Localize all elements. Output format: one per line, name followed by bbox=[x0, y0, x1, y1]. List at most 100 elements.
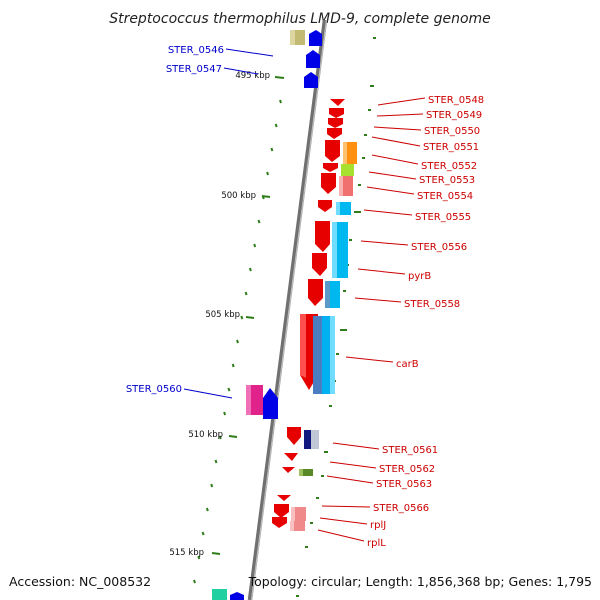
tick-510-kbp: 510 kbp bbox=[188, 430, 238, 440]
gene-carB[interactable] bbox=[300, 314, 335, 394]
label-STER_0553[interactable]: STER_0553 bbox=[368, 171, 475, 186]
label-STER_0552[interactable]: STER_0552 bbox=[371, 154, 477, 172]
label-STER_0549[interactable]: STER_0549 bbox=[376, 110, 482, 121]
svg-text:STER_0558: STER_0558 bbox=[404, 299, 460, 310]
ruler-dash bbox=[227, 387, 231, 392]
label-STER_0551[interactable]: STER_0551 bbox=[371, 136, 479, 153]
label-rplL[interactable]: rplL bbox=[317, 529, 386, 549]
genome-backbone bbox=[247, 19, 328, 600]
svg-text:pyrB: pyrB bbox=[408, 271, 431, 282]
gene-STER_0554[interactable] bbox=[321, 173, 353, 196]
gene-STER_0553[interactable] bbox=[323, 163, 354, 176]
svg-text:STER_0562: STER_0562 bbox=[379, 464, 435, 475]
svg-text:STER_0550: STER_0550 bbox=[424, 126, 480, 137]
tick-515-kbp: 515 kbp bbox=[169, 548, 221, 558]
label-STER_0550[interactable]: STER_0550 bbox=[373, 126, 480, 137]
gene-pyrB[interactable] bbox=[312, 253, 327, 276]
gene-STER_0550[interactable] bbox=[328, 118, 343, 128]
svg-text:STER_0547: STER_0547 bbox=[166, 64, 222, 75]
ruler-dash bbox=[201, 531, 205, 536]
svg-text:rplJ: rplJ bbox=[370, 520, 386, 531]
label-STER_0547[interactable]: STER_0547 bbox=[166, 64, 259, 75]
tick-505-kbp: 505 kbp bbox=[205, 310, 255, 320]
label-STER_0566[interactable]: STER_0566 bbox=[321, 503, 429, 514]
gene-rplL[interactable] bbox=[272, 517, 305, 531]
gene-STER_0547[interactable] bbox=[304, 50, 320, 88]
ruler-dash bbox=[274, 123, 278, 128]
svg-text:505 kbp: 505 kbp bbox=[205, 310, 240, 320]
label-STER_0555[interactable]: STER_0555 bbox=[363, 209, 471, 223]
ruler-dash bbox=[214, 459, 218, 464]
ruler-dash bbox=[240, 315, 244, 320]
gene-STER_0555[interactable] bbox=[318, 200, 351, 215]
ruler-dash bbox=[257, 219, 261, 224]
svg-text:500 kbp: 500 kbp bbox=[221, 191, 256, 201]
ruler-dash bbox=[248, 267, 252, 272]
gene-STER_0546[interactable] bbox=[290, 30, 322, 46]
svg-text:STER_0566: STER_0566 bbox=[373, 503, 429, 514]
label-STER_0548[interactable]: STER_0548 bbox=[377, 95, 484, 106]
label-rplJ[interactable]: rplJ bbox=[319, 517, 386, 531]
gene-rplJ[interactable] bbox=[274, 504, 306, 521]
ruler-dash bbox=[236, 339, 239, 344]
gene-STER_0556[interactable] bbox=[315, 221, 348, 278]
tick-495-kbp: 495 kbp bbox=[235, 71, 285, 81]
svg-text:STER_0563: STER_0563 bbox=[376, 479, 432, 490]
gene-STER_0566[interactable] bbox=[277, 495, 291, 501]
svg-text:STER_0546: STER_0546 bbox=[168, 45, 224, 56]
ruler-dash-arc bbox=[193, 99, 282, 584]
gene-bottom-left[interactable] bbox=[212, 589, 244, 600]
ruler-dash bbox=[244, 291, 248, 296]
svg-text:STER_0555: STER_0555 bbox=[415, 212, 471, 223]
label-carB[interactable]: carB bbox=[345, 356, 419, 370]
label-STER_0561[interactable]: STER_0561 bbox=[332, 442, 438, 456]
svg-text:510 kbp: 510 kbp bbox=[188, 430, 223, 440]
ruler-dash bbox=[193, 579, 196, 584]
gene-STER_0562[interactable] bbox=[284, 453, 298, 461]
gene-STER_0558[interactable] bbox=[308, 279, 340, 308]
ruler-dash bbox=[197, 555, 201, 560]
label-STER_0556[interactable]: STER_0556 bbox=[360, 240, 467, 253]
ruler-dash bbox=[279, 99, 282, 104]
label-STER_0560[interactable]: STER_0560 bbox=[126, 384, 233, 399]
label-STER_0546[interactable]: STER_0546 bbox=[168, 45, 274, 57]
svg-text:STER_0551: STER_0551 bbox=[423, 142, 479, 153]
svg-text:STER_0553: STER_0553 bbox=[419, 175, 475, 186]
label-STER_0563[interactable]: STER_0563 bbox=[326, 475, 432, 490]
gene-STER_0563[interactable] bbox=[282, 467, 313, 476]
svg-text:STER_0561: STER_0561 bbox=[382, 445, 438, 456]
svg-text:rplL: rplL bbox=[367, 538, 386, 549]
gene-STER_0552[interactable] bbox=[325, 140, 357, 164]
label-pyrB[interactable]: pyrB bbox=[357, 268, 431, 282]
svg-text:515 kbp: 515 kbp bbox=[169, 548, 204, 558]
ruler-dash bbox=[266, 171, 270, 176]
svg-text:STER_0552: STER_0552 bbox=[421, 161, 477, 172]
accession-text: Accession: NC_008532 bbox=[9, 574, 151, 589]
tick-500-kbp: 500 kbp bbox=[221, 191, 271, 201]
svg-text:STER_0549: STER_0549 bbox=[426, 110, 482, 121]
svg-text:STER_0556: STER_0556 bbox=[411, 242, 467, 253]
label-STER_0558[interactable]: STER_0558 bbox=[354, 297, 460, 310]
ruler-dash bbox=[218, 435, 222, 440]
ruler-dash bbox=[205, 507, 209, 512]
map-title: Streptococcus thermophilus LMD-9, comple… bbox=[109, 11, 491, 27]
ruler-dash bbox=[210, 483, 214, 488]
label-STER_0562[interactable]: STER_0562 bbox=[329, 461, 435, 475]
ruler-dash bbox=[223, 411, 227, 416]
gene-STER_0548[interactable] bbox=[330, 99, 345, 106]
svg-text:STER_0560: STER_0560 bbox=[126, 384, 182, 395]
svg-text:STER_0548: STER_0548 bbox=[428, 95, 484, 106]
svg-text:carB: carB bbox=[396, 359, 419, 370]
ruler-dash bbox=[253, 243, 257, 248]
ruler-dash bbox=[231, 363, 235, 368]
label-STER_0554[interactable]: STER_0554 bbox=[366, 186, 473, 202]
ruler-dash bbox=[270, 147, 274, 152]
gene-STER_0561[interactable] bbox=[287, 427, 319, 449]
gene-STER_0560[interactable] bbox=[246, 385, 278, 419]
svg-text:495 kbp: 495 kbp bbox=[235, 71, 270, 81]
svg-text:STER_0554: STER_0554 bbox=[417, 191, 473, 202]
gene-STER_0549[interactable] bbox=[329, 108, 344, 118]
gene-STER_0551[interactable] bbox=[327, 128, 342, 139]
